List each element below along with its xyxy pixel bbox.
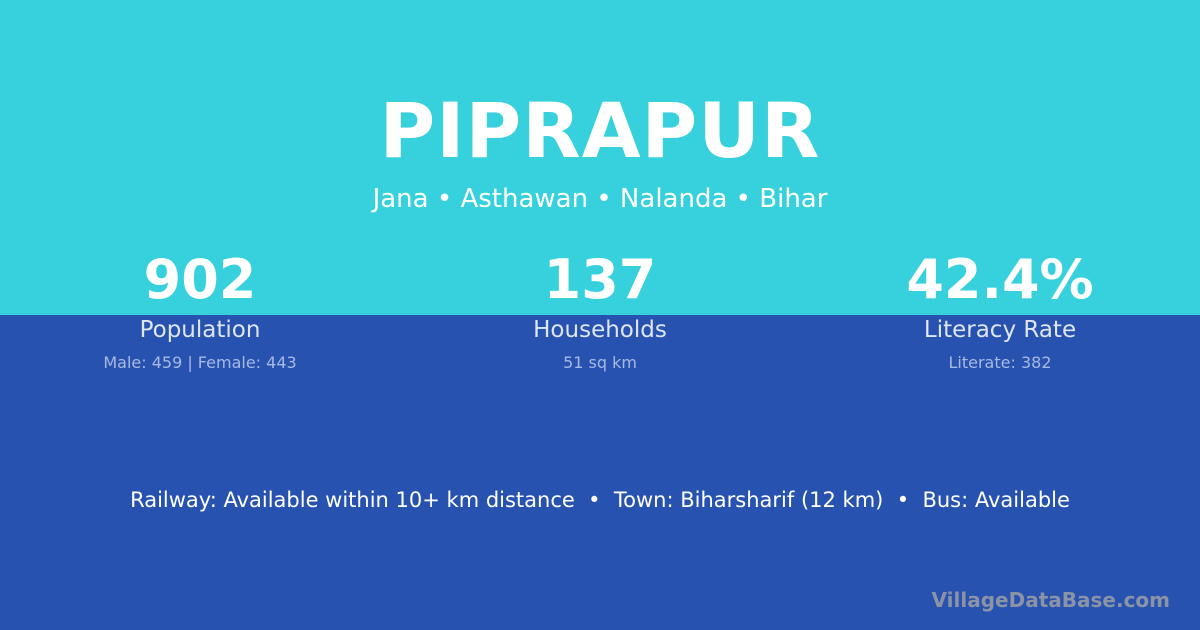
- stat-value: 42.4%: [906, 248, 1094, 311]
- stat-detail: Male: 459 | Female: 443: [103, 353, 297, 372]
- stat-households: 137 Households 51 sq km: [400, 248, 800, 378]
- stat-population: 902 Population Male: 459 | Female: 443: [0, 248, 400, 378]
- stat-detail: 51 sq km: [563, 353, 637, 372]
- brand-watermark: VillageDataBase.com: [931, 588, 1170, 612]
- connectivity-info: Railway: Available within 10+ km distanc…: [130, 488, 1070, 512]
- stat-label: Population: [139, 317, 261, 343]
- stat-label: Literacy Rate: [923, 317, 1077, 343]
- stat-label: Households: [533, 317, 667, 343]
- header-band: [0, 0, 1200, 315]
- stat-literacy: 42.4% Literacy Rate Literate: 382: [800, 248, 1200, 378]
- village-title: PIPRAPUR: [379, 86, 821, 175]
- stat-value: 902: [143, 248, 257, 311]
- stat-detail: Literate: 382: [948, 353, 1052, 372]
- stat-value: 137: [543, 248, 657, 311]
- location-breadcrumb: Jana • Asthawan • Nalanda • Bihar: [372, 184, 828, 214]
